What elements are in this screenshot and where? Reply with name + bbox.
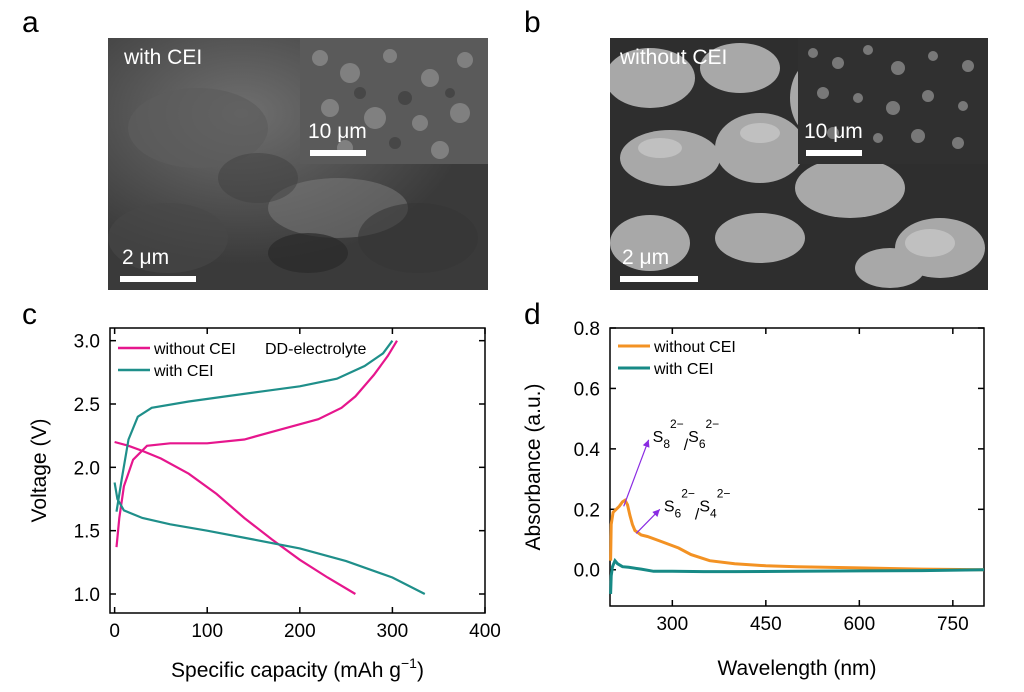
annotation-arrow [635,508,661,534]
scale-bar-inset-b [806,150,862,156]
plot-frame [109,327,486,614]
chart-absorbance-wavelength: 300 450 600 750 0.0 0.2 0.4 0.6 0.8 without CEI wi… [522,319,985,680]
scale-bar-main-a [120,276,196,282]
sem-inset-texture-a [300,38,488,164]
scale-label-main-b: 2 μm [622,246,670,269]
x-tick-label: 200 [284,621,316,642]
sem-inset-without-cei: 10 μm [798,38,988,164]
series-line-with-cei [113,482,426,595]
legend-label: without CEI [653,339,736,356]
x-tick-label: 300 [377,621,409,642]
x-tick-label: 600 [843,614,875,635]
series-line-with-cei [609,557,985,594]
annotation-dd-electrolyte: DD-electrolyte [265,341,366,358]
x-tick-label: 400 [469,621,501,642]
scale-label-main-a: 2 μm [122,246,170,269]
y-tick-label: 3.0 [74,332,100,353]
legend-label: with CEI [153,363,214,380]
y-tick-label: 2.5 [74,395,100,416]
annotation-polysulfide-label: S82−/S62− [653,417,720,454]
chart-voltage-capacity: 0 100 200 300 400 1.0 1.5 2.0 2.5 3.0 without CEI w… [28,327,501,682]
label-without-cei: without CEI [620,46,728,69]
y-tick-label: 2.0 [74,458,100,479]
label-with-cei: with CEI [124,46,203,69]
panel-letter-d: d [524,298,541,331]
x-tick-label: 0 [109,621,120,642]
legend-label: without CEI [153,341,236,358]
scale-bar-main-b [620,276,698,282]
x-tick-label: 100 [191,621,223,642]
sem-image-with-cei: 10 μm with CEI 2 μm [108,38,488,290]
scale-bar-inset-a [310,150,366,156]
x-axis-label: Wavelength (nm) [717,657,876,680]
annotation-polysulfide-label: S62−/S42− [664,486,731,523]
y-axis-label: Voltage (V) [28,419,51,523]
panel-letter-b: b [524,6,541,39]
y-tick-label: 1.0 [74,585,100,606]
annotation-arrow [623,439,650,507]
legend-label: with CEI [653,361,714,378]
x-axis-label: Specific capacity (mAh g−1) [171,655,424,682]
y-tick-label: 0.0 [574,561,600,582]
x-tick-label: 450 [750,614,782,635]
sem-image-without-cei: 10 μm without CEI 2 μm [610,38,988,290]
series-line-without-cei [115,340,398,548]
y-tick-label: 0.8 [574,319,600,340]
series-line-with-cei [115,340,394,512]
y-tick-label: 0.6 [574,379,600,400]
y-tick-label: 1.5 [74,522,100,543]
y-tick-label: 0.4 [574,440,601,461]
scale-label-inset-b: 10 μm [804,120,863,143]
x-tick-label: 300 [656,614,688,635]
series-line-without-cei [609,498,985,572]
series-line-without-cei [114,440,356,595]
panel-letter-a: a [22,6,39,39]
plot-frame [609,327,985,607]
sem-inset-with-cei: 10 μm [300,38,488,164]
y-tick-label: 0.2 [574,500,600,521]
scale-label-inset-a: 10 μm [308,120,367,143]
x-tick-label: 750 [937,614,969,635]
y-axis-label: Absorbance (a.u.) [522,384,545,551]
panel-letter-c: c [22,298,37,331]
sem-inset-texture-b [798,38,988,164]
